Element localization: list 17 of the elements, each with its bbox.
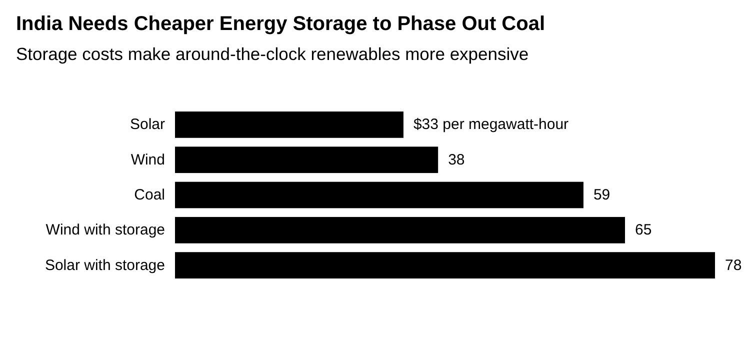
data-label: 65 — [635, 222, 652, 239]
bar — [175, 216, 625, 244]
bar — [175, 146, 438, 174]
data-label: 59 — [593, 186, 610, 204]
y-tick-label: Solar with storage — [44, 256, 165, 274]
y-tick-label: Solar — [130, 116, 165, 134]
bar — [175, 182, 584, 208]
chart-subtitle: Storage costs make around-the-clock renewables more expensive — [16, 44, 529, 64]
chart-title: India Needs Cheaper Energy Storage to Phase Out Coal — [16, 13, 546, 35]
data-label: 78 — [725, 256, 742, 274]
bar — [175, 112, 404, 138]
y-tick-label: Wind with storage — [46, 222, 165, 239]
bar — [175, 252, 715, 278]
data-label: 38 — [448, 151, 465, 168]
y-tick-label: Wind — [130, 151, 165, 168]
data-label: $33 per megawatt-hour — [413, 116, 569, 134]
y-tick-label: Coal — [134, 186, 165, 204]
